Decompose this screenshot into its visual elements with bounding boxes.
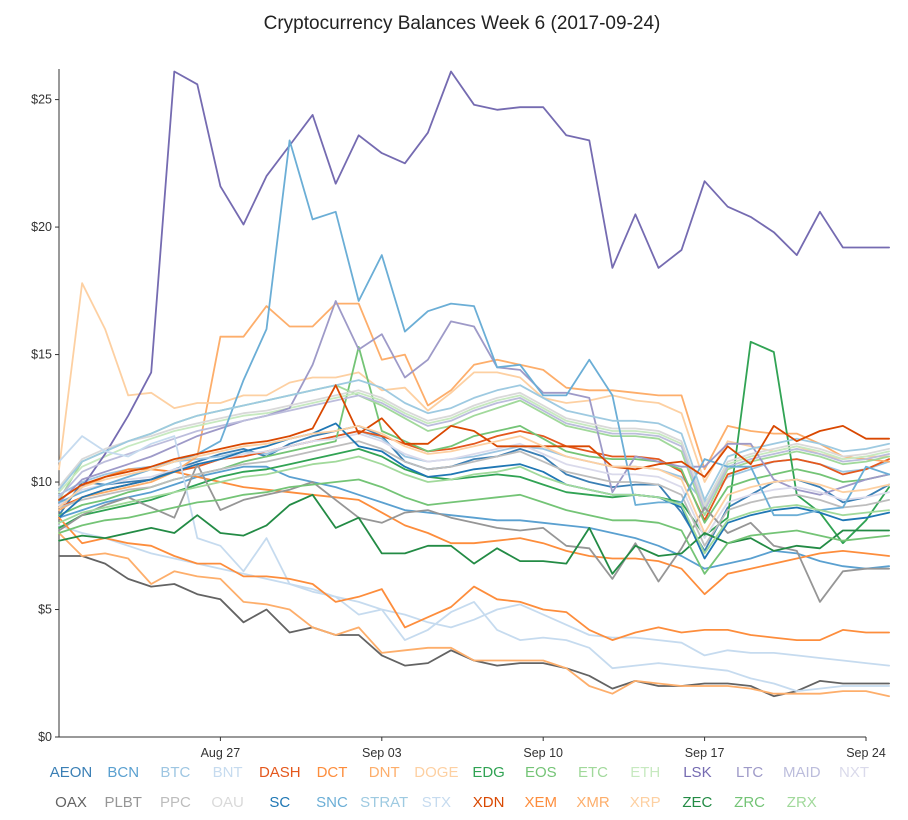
y-tick-label: $25: [31, 93, 52, 107]
legend-item-bnt: BNT: [213, 764, 243, 781]
x-tick-label: Sep 24: [846, 746, 886, 760]
series-line-ltc: [58, 300, 890, 504]
y-tick-label: $10: [31, 475, 52, 489]
legend: AEON BCN BTC BNT DASH DCT DNT DOGE EDG EOS ETC ETH L…: [50, 764, 869, 811]
series-line-zec: [58, 493, 890, 575]
legend-item-lsk: LSK: [683, 764, 711, 781]
legend-item-xmr: XMR: [576, 794, 610, 811]
legend-item-sc: SC: [269, 794, 290, 811]
series-line-stx: [58, 435, 890, 692]
series-line-ppc: [58, 440, 890, 547]
legend-item-snc: SNC: [316, 794, 348, 811]
x-tick-label: Sep 17: [685, 746, 725, 760]
legend-item-xdn: XDN: [473, 794, 505, 811]
series-line-strat: [58, 379, 890, 501]
legend-item-eth: ETH: [630, 764, 660, 781]
series-lines: [58, 70, 890, 698]
series-line-xrp: [58, 424, 890, 534]
legend-item-maid: MAID: [783, 764, 821, 781]
series-line-maid: [58, 394, 890, 512]
series-line-dct: [58, 468, 890, 596]
legend-item-etc: ETC: [578, 764, 608, 781]
legend-item-edg: EDG: [472, 764, 505, 781]
series-line-zrc: [58, 478, 890, 575]
x-tick-label: Sep 10: [523, 746, 563, 760]
series-line-doge: [58, 282, 890, 483]
legend-item-zrc: ZRC: [734, 794, 765, 811]
y-tick-label: $5: [38, 603, 52, 617]
legend-item-plbt: PLBT: [104, 794, 142, 811]
legend-item-aeon: AEON: [50, 764, 93, 781]
series-line-edg: [58, 340, 890, 545]
x-tick-label: Aug 27: [201, 746, 241, 760]
series-line-oau: [58, 389, 890, 506]
axes: $0 $5 $10 $15 $20 $25 Aug 27 Sep 03 Sep 10 Sep 17…: [31, 69, 886, 760]
legend-item-xem: XEM: [525, 794, 558, 811]
legend-item-dct: DCT: [317, 764, 348, 781]
legend-item-dnt: DNT: [369, 764, 400, 781]
series-line-xem: [58, 516, 890, 641]
legend-item-nxt: NXT: [839, 764, 869, 781]
series-line-eth: [58, 391, 890, 509]
legend-item-stx: STX: [422, 794, 451, 811]
legend-item-ltc: LTC: [736, 764, 763, 781]
legend-item-bcn: BCN: [107, 764, 139, 781]
series-line-btc: [58, 430, 890, 504]
series-line-xmr: [58, 532, 890, 698]
legend-item-oax: OAX: [55, 794, 87, 811]
x-tick-label: Sep 03: [362, 746, 402, 760]
y-tick-label: $20: [31, 220, 52, 234]
y-tick-label: $0: [38, 730, 52, 744]
legend-item-oau: OAU: [211, 794, 244, 811]
series-line-xdn: [58, 384, 890, 501]
legend-item-xrp: XRP: [630, 794, 661, 811]
chart-title: Cryptocurrency Balances Week 6 (2017-09-…: [264, 13, 661, 34]
legend-item-zrx: ZRX: [787, 794, 817, 811]
series-line-sc: [58, 422, 890, 560]
series-line-oax: [58, 555, 890, 698]
legend-item-strat: STRAT: [360, 794, 408, 811]
series-line-lsk: [58, 70, 890, 509]
legend-item-ppc: PPC: [160, 794, 191, 811]
legend-item-eos: EOS: [525, 764, 557, 781]
y-tick-label: $15: [31, 348, 52, 362]
series-line-zrx: [58, 455, 890, 555]
legend-item-dash: DASH: [259, 764, 301, 781]
legend-item-btc: BTC: [160, 764, 190, 781]
series-line-bcn: [58, 465, 890, 570]
legend-item-zec: ZEC: [682, 794, 712, 811]
legend-item-doge: DOGE: [414, 764, 458, 781]
